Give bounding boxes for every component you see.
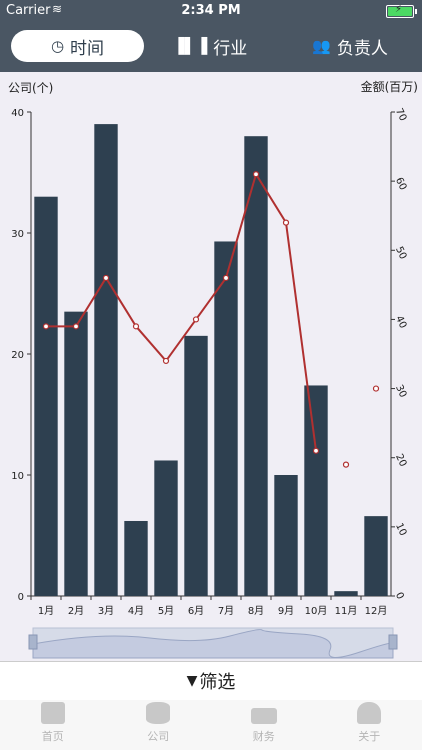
- bar: [364, 516, 388, 596]
- segment-owner-label: 负责人: [336, 38, 388, 59]
- x-tick-label: 7月: [218, 605, 234, 617]
- bar: [34, 196, 58, 596]
- combo-chart: 公司(个) 金额(百万) 0 10 20 30 40 0 10 20 30 40 50 60 70 1月 2月 3…: [8, 79, 418, 659]
- bar: [304, 385, 328, 596]
- x-tick-label: 3月: [98, 605, 114, 617]
- tab-about[interactable]: 关于: [317, 700, 422, 750]
- clock-icon: ◷: [50, 37, 65, 55]
- x-tick-label: 12月: [365, 605, 388, 617]
- y-tick-label: 20: [11, 350, 24, 361]
- status-time: 2:34 PM: [181, 3, 241, 18]
- y2-tick-label: 40: [393, 314, 408, 330]
- segment-time-label: 时间: [70, 38, 105, 59]
- money-icon: [250, 708, 277, 724]
- tab-home-label: 首页: [41, 730, 64, 743]
- y2-tick-label: 20: [393, 452, 408, 468]
- line-point: [342, 461, 350, 468]
- carrier-label: Carrier: [6, 3, 51, 18]
- y2-tick-label: 70: [393, 107, 408, 123]
- line-point: [222, 274, 230, 282]
- zoom-handle-right: [388, 634, 398, 650]
- line-point: [312, 447, 320, 454]
- zoom-handle-left: [28, 634, 38, 650]
- user-icon: [357, 702, 382, 724]
- x-tick-label: 8月: [248, 605, 264, 617]
- x-tick-label: 5月: [158, 605, 174, 617]
- tab-home[interactable]: 首页: [0, 700, 106, 750]
- filter-label: 筛选: [199, 672, 236, 693]
- segment-owner[interactable]: 👥 负责人: [290, 30, 410, 62]
- line-point: [282, 219, 290, 226]
- users-icon: 👥: [312, 37, 331, 55]
- y2-tick-label: 30: [393, 383, 408, 399]
- bar: [214, 241, 238, 596]
- bar: [154, 460, 178, 596]
- x-tick-label: 2月: [68, 605, 84, 617]
- bar: [94, 124, 118, 596]
- series-line: [46, 171, 317, 451]
- line-point: [72, 323, 80, 330]
- line-point: [162, 357, 170, 365]
- segment-time[interactable]: ◷ 时间: [11, 30, 144, 62]
- bar-chart-icon: ▐▌▐: [172, 37, 208, 55]
- y2-tick-label: 0: [393, 591, 406, 601]
- bar: [184, 335, 208, 596]
- bar: [274, 475, 298, 596]
- chart-area: 公司(个) 金额(百万) 0 10 20 30 40 0 10 20 30 40 50 60 70 1月 2月 3…: [0, 72, 422, 660]
- tab-company-label: 公司: [147, 730, 170, 743]
- y2-tick-label: 60: [393, 176, 408, 192]
- bar: [244, 136, 268, 596]
- battery-icon: ⚡: [386, 4, 417, 18]
- y-axis-label: 公司(个): [8, 81, 53, 95]
- line-point: [372, 385, 380, 392]
- tab-company[interactable]: 公司: [106, 700, 212, 750]
- filter-button[interactable]: ▼ 筛选: [0, 661, 422, 701]
- tab-bar: 首页 公司 财务 关于: [0, 700, 422, 750]
- line-point: [192, 316, 200, 323]
- zoom-slider-preview: [32, 629, 394, 659]
- line-point: [102, 274, 110, 282]
- y2-tick-label: 10: [393, 522, 408, 538]
- y2-axis-label: 金额(百万): [361, 79, 418, 94]
- tab-finance[interactable]: 财务: [211, 700, 317, 750]
- tab-about-label: 关于: [358, 730, 381, 743]
- tab-finance-label: 财务: [252, 730, 275, 743]
- bar: [64, 311, 88, 596]
- x-tick-label: 6月: [188, 605, 204, 617]
- x-tick-label: 4月: [128, 605, 144, 617]
- line-point: [132, 323, 140, 330]
- x-tick-label: 11月: [335, 605, 358, 617]
- x-tick-label: 10月: [305, 605, 328, 617]
- archive-icon: [40, 702, 65, 724]
- database-icon: [146, 702, 171, 724]
- segment-industry-label: 行业: [213, 38, 248, 59]
- status-bar: Carrier ≋ 2:34 PM ⚡: [0, 0, 422, 22]
- y-tick-label: 40: [11, 108, 24, 119]
- wifi-icon: ≋: [52, 2, 63, 16]
- y-tick-label: 10: [11, 471, 24, 482]
- y-tick-label: 0: [18, 592, 24, 603]
- segmented-control: ◷ 时间 ▐▌▐ 行业 👥 负责人: [0, 22, 422, 72]
- line-point: [42, 323, 50, 330]
- filter-icon: ▼: [186, 673, 198, 689]
- y2-tick-label: 50: [393, 245, 408, 261]
- y-tick-label: 30: [11, 229, 24, 240]
- x-tick-label: 1月: [38, 605, 54, 617]
- segment-industry[interactable]: ▐▌▐ 行业: [150, 30, 270, 62]
- bar: [334, 591, 358, 596]
- bar: [124, 520, 148, 596]
- x-tick-label: 9月: [278, 605, 294, 617]
- line-point: [252, 171, 260, 178]
